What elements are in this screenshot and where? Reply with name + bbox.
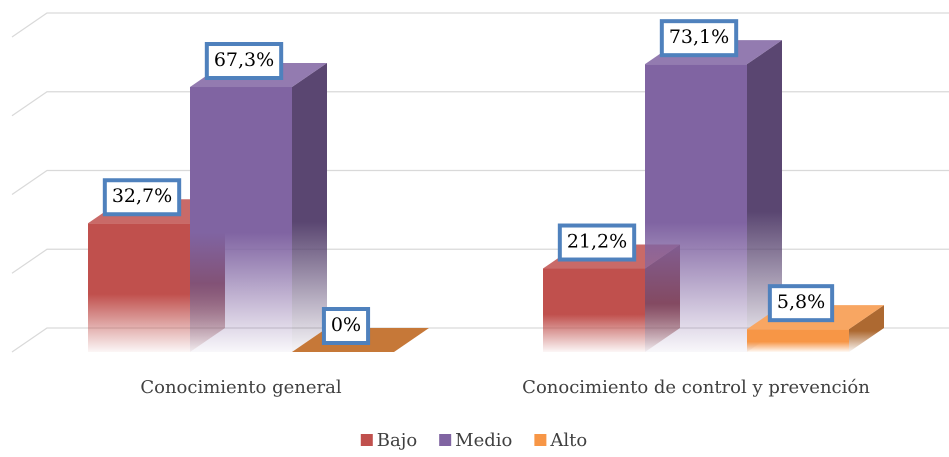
- data-label-text: 21,2%: [567, 231, 627, 253]
- data-label: 0%: [321, 307, 371, 345]
- bar: [645, 64, 747, 352]
- grid-line: [11, 12, 949, 38]
- data-label: 67,3%: [204, 42, 284, 81]
- data-label-text: 73,1%: [669, 26, 729, 48]
- bar-side: [292, 63, 327, 352]
- data-label-box: [102, 178, 182, 217]
- bar: [747, 329, 849, 352]
- data-label-box: [204, 42, 284, 81]
- bar: [543, 268, 645, 352]
- legend-item: Alto: [534, 430, 587, 451]
- data-label-text: 67,3%: [214, 49, 274, 71]
- legend-item: Bajo: [360, 430, 417, 451]
- data-label: 73,1%: [659, 19, 739, 58]
- data-label-text: 0%: [331, 314, 361, 336]
- legend-swatch: [534, 434, 547, 446]
- data-label-box: [659, 19, 739, 58]
- legend-label: Bajo: [377, 430, 417, 451]
- bar-side: [849, 305, 884, 352]
- data-label: 21,2%: [557, 223, 637, 262]
- data-label-text: 5,8%: [777, 291, 825, 313]
- data-label-box: [557, 223, 637, 262]
- x-tick-label: Conocimiento general: [140, 377, 341, 398]
- bar: [88, 223, 190, 352]
- legend-swatch: [360, 434, 373, 446]
- grid-line: [11, 91, 949, 117]
- data-label-text: 32,7%: [112, 185, 172, 207]
- legend-item: Medio: [439, 430, 512, 451]
- bar: [190, 87, 292, 352]
- legend-label: Alto: [549, 430, 587, 451]
- data-label-box: [767, 284, 835, 323]
- legend-swatch: [439, 434, 452, 446]
- data-label-box: [321, 307, 371, 345]
- data-label: 5,8%: [767, 284, 835, 323]
- legend-label: Medio: [455, 430, 512, 451]
- bar-side: [747, 40, 782, 352]
- x-tick-label: Conocimiento de control y prevención: [522, 377, 870, 398]
- data-label: 32,7%: [102, 178, 182, 217]
